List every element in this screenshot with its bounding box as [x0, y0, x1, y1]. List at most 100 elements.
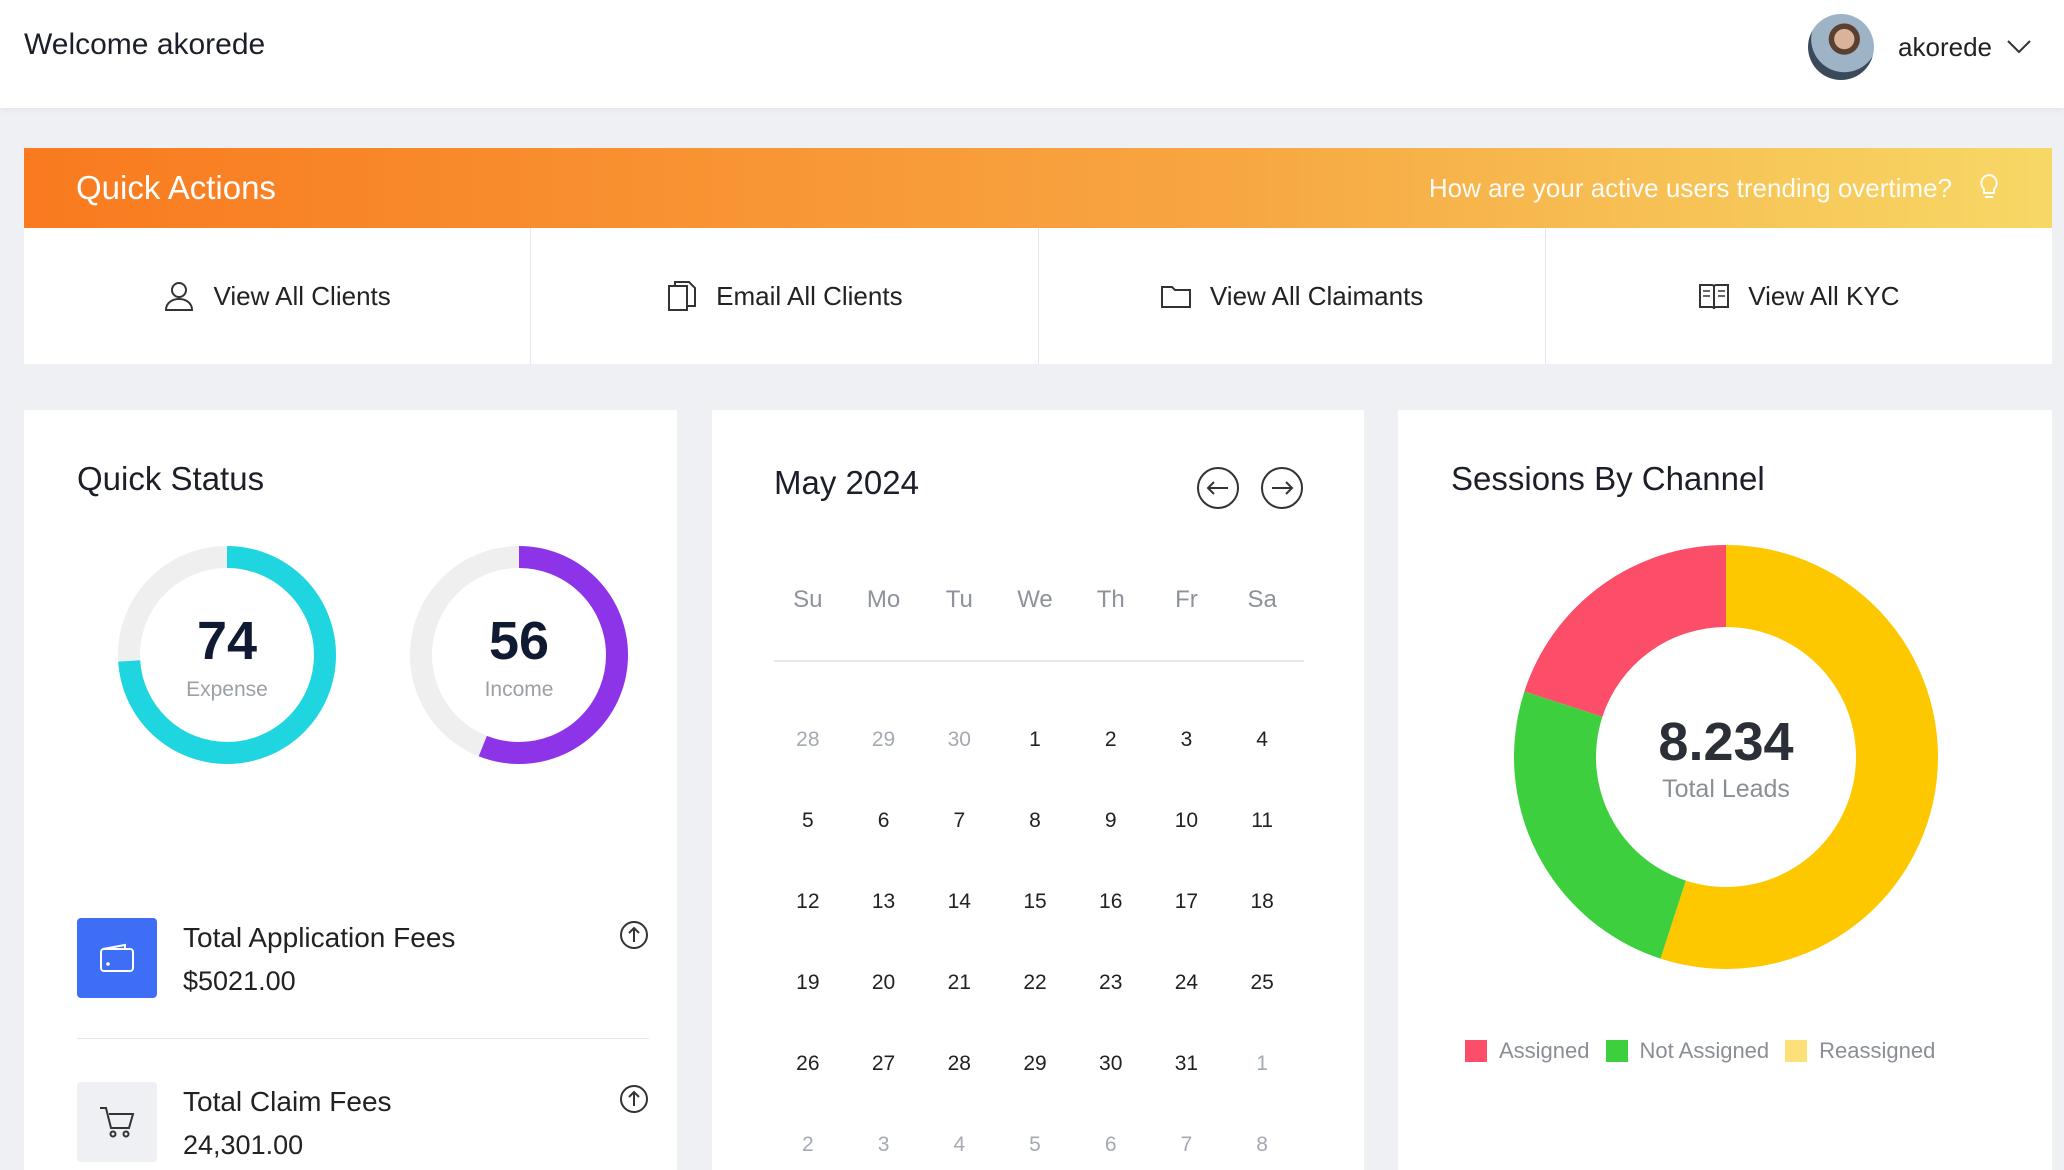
donut-slice-not-assigned[interactable]: [1514, 691, 1686, 959]
avatar[interactable]: [1808, 14, 1875, 80]
calendar-day[interactable]: 26: [796, 1052, 820, 1075]
email-all-clients-button[interactable]: Email All Clients: [531, 228, 1039, 364]
legend-swatch: [1785, 1040, 1808, 1062]
arrow-right-circle-icon[interactable]: [1260, 466, 1304, 510]
calendar-day[interactable]: 28: [796, 728, 820, 751]
chevron-down-icon[interactable]: [2006, 39, 2032, 55]
calendar-day[interactable]: 25: [1250, 971, 1274, 994]
calendar-month-title: May 2024: [774, 464, 919, 501]
calendar-day[interactable]: 4: [1256, 728, 1268, 751]
calendar-day[interactable]: 9: [1104, 809, 1117, 832]
calendar-day[interactable]: 21: [947, 971, 971, 994]
calendar-day[interactable]: 22: [1023, 971, 1047, 994]
calendar-day[interactable]: 2: [802, 1133, 814, 1156]
folder-icon: [1160, 286, 1191, 308]
legend-item[interactable]: Not Assigned: [1605, 1038, 1770, 1064]
calendar-weekdays: Su Mo Tu We Th Fr Sa: [770, 586, 1300, 614]
calendar-day[interactable]: 4: [953, 1133, 966, 1156]
calendar-days-grid: 28 29 30 1 2 3 4 5 6 7 8 9 10 11 12 13 14 15 16 17 18 19 20 21 2…: [770, 728, 1300, 1170]
calendar-day[interactable]: 6: [877, 809, 890, 832]
calendar-day[interactable]: 8: [1256, 1133, 1268, 1156]
calendar-day[interactable]: 7: [1180, 1133, 1193, 1156]
calendar-day[interactable]: 29: [871, 728, 896, 751]
user-name[interactable]: akorede: [1898, 31, 1992, 62]
calendar-day[interactable]: 31: [1174, 1052, 1199, 1075]
income-ring: 56 Income: [404, 540, 634, 770]
calendar-day[interactable]: 5: [1029, 1133, 1041, 1156]
weekday-header: Sa: [1247, 586, 1277, 613]
calendar-day[interactable]: 8: [1029, 809, 1041, 832]
claim-fees-label: Total Claim Fees: [183, 1086, 392, 1117]
donut-slice-assigned[interactable]: [1524, 545, 1726, 717]
top-header: Welcome akorede akorede: [0, 0, 2064, 108]
calendar-day[interactable]: 28: [947, 1052, 971, 1075]
calendar-day[interactable]: 24: [1174, 971, 1199, 994]
claim-fees-row: Total Claim Fees 24,301.00: [77, 1082, 649, 1170]
view-all-claimants-label: View All Claimants: [1209, 280, 1424, 311]
view-all-clients-button[interactable]: View All Clients: [24, 228, 532, 364]
calendar-day[interactable]: 19: [796, 971, 820, 994]
calendar-day[interactable]: 30: [947, 728, 971, 751]
expense-ring-arc: [118, 546, 336, 764]
chart-legend: Assigned Not Assigned Reassigned: [1465, 1038, 1935, 1064]
view-all-kyc-label: View All KYC: [1748, 280, 1900, 311]
expense-label: Expense: [186, 678, 268, 701]
calendar-day[interactable]: 2: [1104, 728, 1117, 751]
documents-icon: [668, 281, 697, 311]
application-fees-value: $5021.00: [183, 966, 296, 996]
calendar-day[interactable]: 15: [1023, 890, 1047, 913]
calendar-day[interactable]: 7: [953, 809, 966, 832]
calendar-day[interactable]: 14: [947, 890, 971, 913]
calendar-day[interactable]: 11: [1251, 809, 1274, 832]
donut-slice-reassigned[interactable]: [1660, 545, 1938, 969]
quick-actions-banner: Quick Actions How are your active users …: [24, 148, 2052, 228]
income-value: 56: [488, 611, 550, 671]
legend-item[interactable]: Reassigned: [1785, 1038, 1935, 1064]
lightbulb-icon[interactable]: [1978, 173, 2000, 203]
calendar-day[interactable]: 13: [871, 890, 896, 913]
calendar-day[interactable]: 20: [871, 971, 896, 994]
calendar-day[interactable]: 10: [1174, 809, 1199, 832]
calendar-day[interactable]: 1: [1256, 1052, 1268, 1075]
calendar-card: May 2024 Su Mo Tu We Th Fr Sa 28 29 30 1 2 3 4 5 6 7 8 9 1…: [712, 410, 1364, 1170]
cart-icon: [77, 1082, 157, 1162]
fee-divider: [77, 1038, 649, 1039]
calendar-day[interactable]: 18: [1250, 890, 1274, 913]
calendar-day[interactable]: 12: [796, 890, 820, 913]
calendar-day[interactable]: 23: [1099, 971, 1123, 994]
donut-center: 8.234 Total Leads: [1514, 711, 1938, 804]
calendar-day[interactable]: 30: [1099, 1052, 1123, 1075]
book-icon: [1699, 284, 1730, 310]
arrow-left-circle-icon[interactable]: [1196, 466, 1240, 510]
calendar-day[interactable]: 16: [1099, 890, 1123, 913]
calendar-day[interactable]: 29: [1023, 1052, 1047, 1075]
legend-swatch: [1605, 1040, 1628, 1062]
calendar-day[interactable]: 5: [802, 809, 814, 832]
arrow-up-circle-icon[interactable]: [619, 1084, 649, 1114]
calendar-day[interactable]: 27: [871, 1052, 896, 1075]
weekday-header: Mo: [866, 586, 901, 613]
application-fees-label: Total Application Fees: [183, 922, 456, 953]
claim-fees-value: 24,301.00: [183, 1130, 304, 1160]
income-label: Income: [484, 678, 554, 701]
expense-value: 74: [196, 611, 258, 671]
quick-status-card: Quick Status 74 Expense 56 Income Total …: [24, 410, 677, 1170]
weekday-header: We: [1017, 586, 1053, 613]
quick-status-title: Quick Status: [77, 460, 265, 497]
legend-item[interactable]: Assigned: [1465, 1038, 1590, 1064]
sessions-donut-chart: 8.234 Total Leads: [1514, 545, 1938, 969]
total-leads-label: Total Leads: [1662, 775, 1790, 803]
application-fees-row: Total Application Fees $5021.00: [77, 918, 649, 1038]
calendar-day[interactable]: 17: [1174, 890, 1199, 913]
user-menu[interactable]: akorede: [1808, 14, 2032, 80]
view-all-kyc-button[interactable]: View All KYC: [1546, 228, 2052, 364]
calendar-day[interactable]: 1: [1029, 728, 1041, 751]
calendar-day[interactable]: 3: [877, 1133, 890, 1156]
arrow-up-circle-icon[interactable]: [619, 920, 649, 950]
calendar-day[interactable]: 3: [1180, 728, 1193, 751]
view-all-claimants-button[interactable]: View All Claimants: [1039, 228, 1546, 364]
sessions-card: Sessions By Channel 8.234 Total Leads As…: [1398, 410, 2052, 1170]
legend-label: Not Assigned: [1639, 1038, 1770, 1063]
legend-label: Assigned: [1499, 1038, 1590, 1063]
calendar-day[interactable]: 6: [1104, 1133, 1117, 1156]
